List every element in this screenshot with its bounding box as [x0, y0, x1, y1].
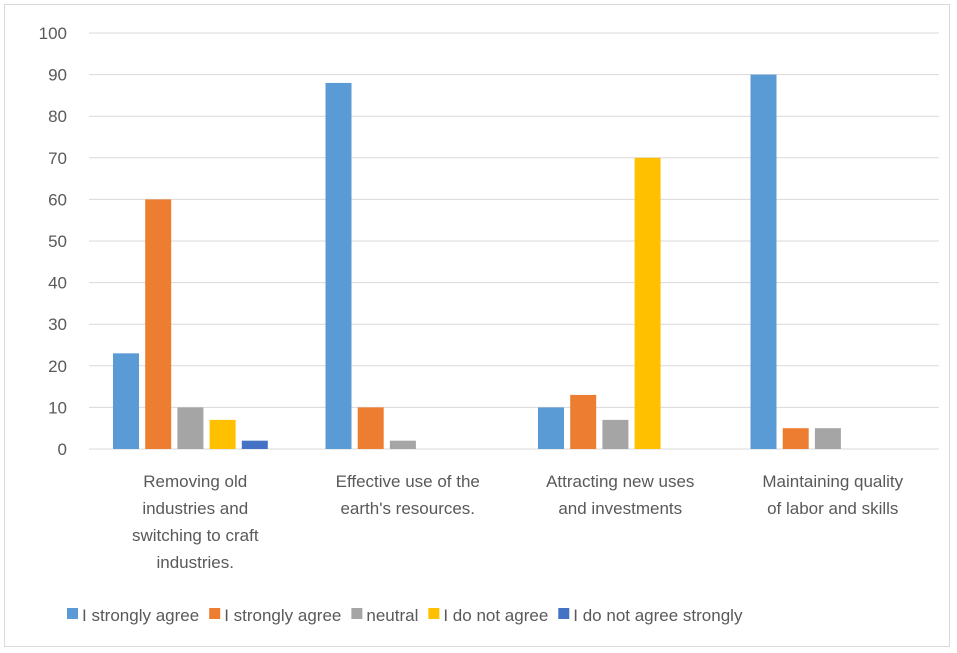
bar-i-strongly-agree-2 — [538, 407, 564, 449]
bar-i-strongly-agree-1 — [357, 407, 384, 449]
legend-swatch — [558, 608, 570, 619]
legend: I strongly agree I strongly agree neutral I… — [67, 606, 743, 625]
x-category-label: industries. — [157, 553, 234, 572]
x-category-label: Attracting new uses — [546, 472, 694, 491]
y-tick-label: 10 — [48, 398, 67, 417]
bar-i-do-not-agree-strongly-0 — [241, 440, 268, 449]
bar-i-strongly-agree-0 — [145, 199, 172, 449]
x-category-label: Maintaining quality — [762, 472, 903, 491]
chart-frame: 0 10 20 30 40 50 60 70 80 90 100 Removing old indus… — [4, 4, 950, 647]
legend-swatch — [67, 608, 78, 619]
y-tick-label: 0 — [58, 440, 67, 459]
x-category-label: and investments — [558, 499, 682, 518]
x-category-label: of labor and skills — [767, 499, 898, 518]
bars — [113, 74, 841, 450]
x-category-label: Effective use of the — [336, 472, 480, 491]
y-tick-label: 30 — [48, 315, 67, 334]
bar-i-strongly-agree-0 — [113, 353, 139, 449]
y-tick-label: 40 — [48, 274, 67, 293]
legend-swatch — [428, 608, 440, 619]
bar-i-strongly-agree-1 — [325, 82, 352, 450]
y-tick-label: 60 — [48, 190, 67, 209]
y-tick-label: 80 — [48, 107, 67, 126]
bar-neutral-1 — [389, 440, 416, 449]
bar-i-strongly-agree-3 — [750, 74, 777, 449]
x-category-label: industries and — [142, 499, 248, 518]
x-category-label: switching to craft — [132, 526, 259, 545]
legend-label: I do not agree — [443, 606, 548, 625]
y-tick-label: 90 — [48, 66, 67, 85]
bar-neutral-2 — [602, 419, 629, 449]
gridlines — [89, 32, 939, 450]
legend-label: I strongly agree — [224, 606, 341, 625]
x-axis-category-labels: Removing old industries and switching to c… — [132, 472, 904, 572]
bar-neutral-3 — [814, 428, 841, 449]
x-category-label: earth's resources. — [340, 499, 475, 518]
y-tick-label: 50 — [48, 232, 67, 251]
bar-chart: 0 10 20 30 40 50 60 70 80 90 100 Removing old indus… — [39, 24, 939, 625]
bar-i-do-not-agree-0 — [209, 419, 236, 449]
x-category-label: Removing old — [143, 472, 247, 491]
bar-i-do-not-agree-2 — [634, 157, 661, 450]
bar-i-strongly-agree-2 — [570, 394, 597, 449]
y-axis-tick-labels: 0 10 20 30 40 50 60 70 80 90 100 — [39, 24, 67, 459]
bar-neutral-0 — [177, 407, 204, 449]
legend-label: I strongly agree — [82, 606, 199, 625]
bar-i-strongly-agree-3 — [782, 428, 809, 449]
y-tick-label: 100 — [39, 24, 67, 43]
y-tick-label: 70 — [48, 149, 67, 168]
y-tick-label: 20 — [48, 357, 67, 376]
legend-swatch — [209, 608, 221, 619]
legend-swatch — [351, 608, 363, 619]
legend-label: neutral — [366, 606, 418, 625]
legend-label: I do not agree strongly — [573, 606, 743, 625]
